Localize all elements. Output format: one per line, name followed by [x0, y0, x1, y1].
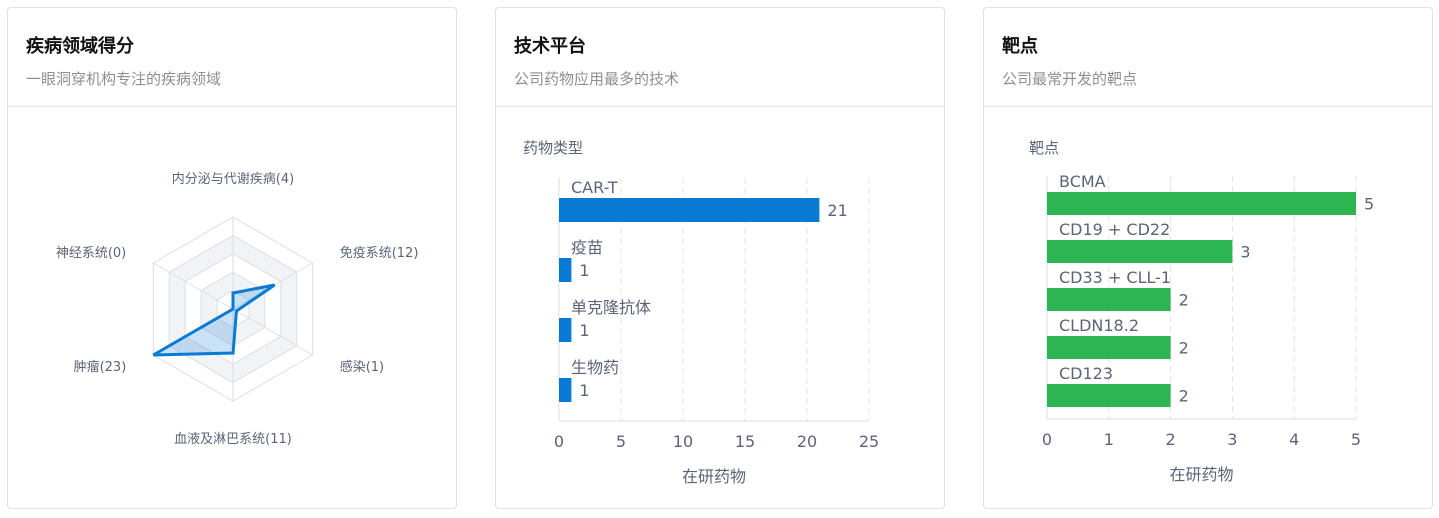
tech-card: 技术平台公司药物应用最多的技术 药物类型 0 5 10 15 20 25 CAR-T 21 疫苗 1… — [495, 7, 945, 509]
bar-value-label: 2 — [1179, 339, 1189, 358]
x-tick-label: 0 — [1042, 430, 1052, 449]
target-bar-chart: 靶点 0 1 2 3 4 5 BCMA 5 CD19 + CD22 3 CD33 + CLL-1 2 CL… — [1029, 139, 1374, 484]
card-subtitle: 公司最常开发的靶点 — [1002, 70, 1138, 88]
bar — [559, 198, 820, 222]
bar-value-label: 3 — [1240, 243, 1250, 262]
y-axis-title: 靶点 — [1029, 139, 1059, 157]
bar — [1047, 192, 1356, 215]
bar-value-label: 2 — [1179, 291, 1189, 310]
x-axis-title: 在研药物 — [1169, 465, 1233, 484]
bar — [1047, 288, 1171, 311]
card-subtitle: 公司药物应用最多的技术 — [514, 70, 680, 88]
x-tick-label: 10 — [673, 432, 693, 451]
radar-label: 神经系统(0) — [56, 246, 126, 261]
radar-series — [152, 283, 276, 357]
disease-card: 疾病领域得分一眼洞穿机构专注的疾病领域 内分泌与代谢疾病(4) 免疫系统(12) 感… — [7, 7, 457, 509]
category-label: BCMA — [1059, 172, 1106, 191]
category-label: CAR-T — [571, 178, 618, 197]
x-tick-label: 15 — [735, 432, 755, 451]
bar — [559, 378, 572, 402]
x-tick-label: 4 — [1289, 430, 1299, 449]
radar-label: 感染(1) — [340, 359, 384, 375]
x-tick-label: 0 — [554, 432, 564, 451]
category-label: 单克隆抗体 — [571, 298, 651, 317]
bar — [1047, 240, 1233, 263]
category-label: 生物药 — [571, 358, 619, 377]
bar-value-label: 1 — [579, 381, 589, 400]
bar-value-label: 1 — [579, 261, 589, 280]
bar — [559, 258, 572, 282]
x-tick-label: 2 — [1166, 430, 1176, 449]
radar-axis — [232, 308, 313, 356]
radar-axis — [153, 262, 234, 310]
x-tick-label: 3 — [1227, 430, 1237, 449]
category-label: CD123 — [1059, 364, 1113, 383]
y-axis-title: 药物类型 — [523, 139, 583, 157]
radar-label: 免疫系统(12) — [340, 245, 419, 261]
radar-chart: 内分泌与代谢疾病(4) 免疫系统(12) 感染(1) 血液及淋巴系统(11) 肿瘤(23… — [56, 171, 419, 447]
drug-type-bar-chart: 药物类型 0 5 10 15 20 25 CAR-T 21 疫苗 1 单克隆抗体 1 生物药 1 在研药物 — [523, 139, 879, 486]
card-title: 技术平台 — [514, 36, 586, 57]
x-tick-label: 5 — [1351, 430, 1361, 449]
radar-label: 肿瘤(23) — [74, 359, 127, 375]
bar — [1047, 336, 1171, 359]
category-label: 疫苗 — [571, 238, 603, 257]
bar — [559, 318, 572, 342]
radar-label: 内分泌与代谢疾病(4) — [172, 171, 294, 187]
radar-label: 血液及淋巴系统(11) — [174, 432, 292, 447]
card-subtitle: 一眼洞穿机构专注的疾病领域 — [26, 70, 222, 88]
bar-value-label: 1 — [579, 321, 589, 340]
category-label: CD19 + CD22 — [1059, 220, 1170, 239]
x-tick-label: 5 — [616, 432, 626, 451]
x-tick-label: 25 — [859, 432, 879, 451]
bar-value-label: 21 — [827, 201, 847, 220]
x-tick-label: 20 — [797, 432, 817, 451]
bar-value-label: 2 — [1179, 387, 1189, 406]
bar — [1047, 384, 1171, 407]
x-tick-label: 1 — [1104, 430, 1114, 449]
target-card: 靶点 公司最常开发的靶点 靶点 0 1 2 3 4 5 BCMA 5 CD19 + CD22 3 CD3… — [983, 7, 1433, 509]
bar-value-label: 5 — [1364, 195, 1374, 214]
x-axis-title: 在研药物 — [682, 467, 746, 486]
category-label: CD33 + CLL-1 — [1059, 268, 1171, 287]
card-title: 靶点 — [1002, 36, 1038, 57]
category-label: CLDN18.2 — [1059, 316, 1139, 335]
card-title: 疾病领域得分 — [26, 36, 134, 57]
